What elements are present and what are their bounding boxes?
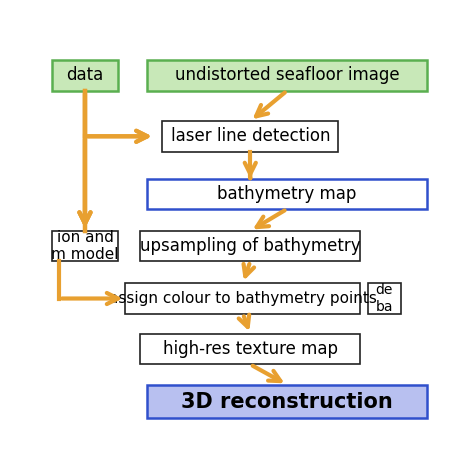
Bar [140,334,361,365]
Bar [52,231,118,261]
Text: data: data [66,66,104,84]
Text: ion and
m model: ion and m model [51,230,118,262]
Bar [147,385,427,419]
Text: laser line detection: laser line detection [171,128,330,146]
Text: assign colour to bathymetry points: assign colour to bathymetry points [109,291,377,306]
Text: 3D reconstruction: 3D reconstruction [181,392,393,411]
Bar [147,60,427,91]
Text: undistorted seafloor image: undistorted seafloor image [175,66,399,84]
Bar [125,283,361,314]
Text: de
ba: de ba [375,283,393,314]
Bar [147,179,427,209]
Bar [140,231,361,261]
Bar [162,121,338,152]
Text: high-res texture map: high-res texture map [163,340,338,358]
Text: bathymetry map: bathymetry map [217,185,357,203]
Bar [52,60,118,91]
Bar [368,283,401,314]
Text: upsampling of bathymetry: upsampling of bathymetry [140,237,361,255]
